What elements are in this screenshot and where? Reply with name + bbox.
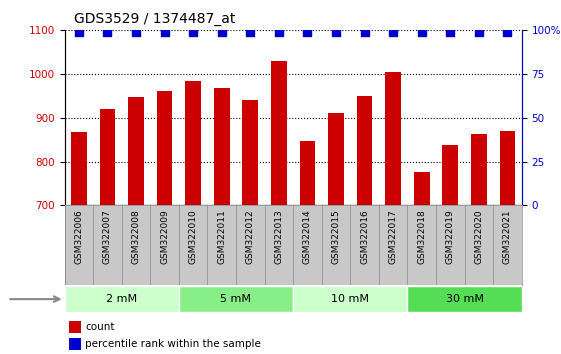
Text: GSM322016: GSM322016 bbox=[360, 209, 369, 264]
Point bbox=[389, 29, 398, 35]
Text: 2 mM: 2 mM bbox=[106, 293, 137, 304]
Text: GSM322021: GSM322021 bbox=[503, 209, 512, 264]
Bar bbox=[271, 61, 287, 205]
Text: 10 mM: 10 mM bbox=[332, 293, 369, 304]
Text: GSM322006: GSM322006 bbox=[74, 209, 83, 264]
Point bbox=[74, 29, 83, 35]
Bar bbox=[99, 109, 115, 205]
Bar bbox=[128, 97, 144, 205]
Point bbox=[503, 29, 512, 35]
Point bbox=[303, 29, 312, 35]
Text: GDS3529 / 1374487_at: GDS3529 / 1374487_at bbox=[73, 12, 235, 26]
Bar bbox=[414, 172, 430, 205]
Text: GSM322010: GSM322010 bbox=[188, 209, 197, 264]
Bar bbox=[179, 286, 293, 312]
Bar bbox=[65, 286, 179, 312]
Text: GSM322012: GSM322012 bbox=[246, 209, 255, 264]
Bar bbox=[471, 135, 487, 205]
Text: GSM322018: GSM322018 bbox=[417, 209, 426, 264]
Point bbox=[246, 29, 255, 35]
Bar bbox=[242, 100, 258, 205]
Bar bbox=[407, 286, 522, 312]
Text: 5 mM: 5 mM bbox=[220, 293, 251, 304]
Bar bbox=[500, 131, 516, 205]
Bar bbox=[185, 81, 201, 205]
Point bbox=[188, 29, 197, 35]
Text: GSM322014: GSM322014 bbox=[303, 209, 312, 264]
Bar bbox=[300, 141, 315, 205]
Text: count: count bbox=[85, 322, 114, 332]
Point bbox=[131, 29, 140, 35]
Point bbox=[332, 29, 341, 35]
Point bbox=[417, 29, 426, 35]
Bar bbox=[157, 91, 172, 205]
Bar bbox=[357, 96, 373, 205]
Text: GSM322008: GSM322008 bbox=[131, 209, 140, 264]
Bar bbox=[293, 286, 407, 312]
Bar bbox=[71, 132, 86, 205]
Bar bbox=[69, 321, 81, 333]
Text: GSM322009: GSM322009 bbox=[160, 209, 169, 264]
Point bbox=[274, 29, 283, 35]
Bar bbox=[214, 88, 229, 205]
Point bbox=[446, 29, 455, 35]
Text: 30 mM: 30 mM bbox=[445, 293, 484, 304]
Point bbox=[103, 29, 112, 35]
Text: GSM322013: GSM322013 bbox=[274, 209, 283, 264]
Bar bbox=[443, 145, 458, 205]
Text: GSM322017: GSM322017 bbox=[389, 209, 398, 264]
Point bbox=[160, 29, 169, 35]
Text: GSM322015: GSM322015 bbox=[332, 209, 341, 264]
Point bbox=[475, 29, 484, 35]
Bar bbox=[385, 72, 401, 205]
Point bbox=[217, 29, 226, 35]
Text: GSM322019: GSM322019 bbox=[446, 209, 455, 264]
Point bbox=[360, 29, 369, 35]
Text: GSM322007: GSM322007 bbox=[103, 209, 112, 264]
Bar bbox=[69, 338, 81, 350]
Text: percentile rank within the sample: percentile rank within the sample bbox=[85, 339, 261, 349]
Text: GSM322020: GSM322020 bbox=[475, 209, 484, 264]
Text: GSM322011: GSM322011 bbox=[217, 209, 226, 264]
Bar bbox=[328, 113, 344, 205]
